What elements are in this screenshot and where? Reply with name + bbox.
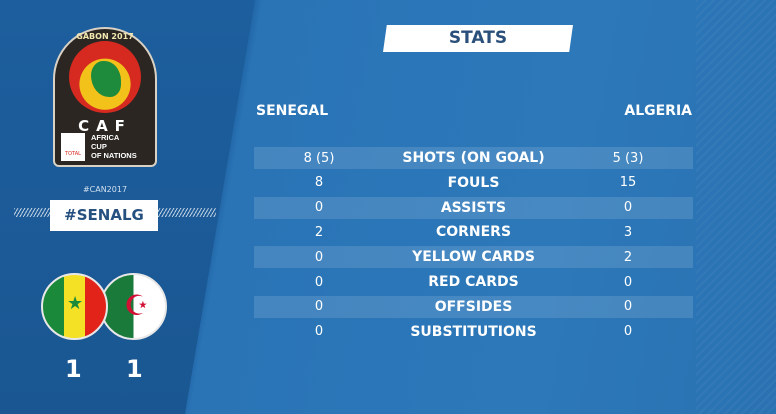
home-value: 0: [314, 200, 324, 216]
stat-label: CORNERS: [435, 224, 512, 241]
sponsor-logo: TOTAL: [61, 133, 85, 161]
stat-row: 0 OFFSIDES 0: [254, 295, 693, 318]
africa-map-icon: [91, 61, 121, 97]
logo-lines: AFRICA CUP OF NATIONS: [91, 133, 137, 160]
away-value: 0: [623, 200, 633, 216]
away-value: 0: [623, 274, 633, 290]
stat-row: 0 RED CARDS 0: [254, 271, 693, 293]
home-team-name: SENEGAL: [256, 103, 329, 119]
away-value: 15: [619, 175, 637, 191]
away-value: 0: [623, 299, 633, 315]
star-icon: ★: [67, 293, 84, 314]
ball-emblem: [69, 41, 141, 113]
away-value: 3: [623, 224, 633, 240]
stat-row: 0 ASSISTS 0: [254, 196, 693, 219]
stat-label: SUBSTITUTIONS: [410, 323, 537, 340]
stat-row: 2 CORNERS 3: [254, 221, 693, 243]
stat-row: 8 (5) SHOTS (ON GOAL) 5 (3): [254, 147, 693, 169]
can-2017-logo: GABON 2017 CAF TOTAL AFRICA CUP OF NATIO…: [53, 27, 157, 167]
logo-brand: CAF: [78, 117, 132, 135]
stat-label: ASSISTS: [440, 199, 507, 216]
logo-line: AFRICA: [91, 133, 120, 142]
home-value: 8: [314, 175, 324, 191]
home-value: 0: [314, 299, 324, 315]
algeria-flag: ☪: [100, 273, 167, 340]
home-value: 0: [314, 274, 324, 290]
home-value: 8 (5): [303, 150, 335, 166]
away-team-name: ALGERIA: [624, 103, 692, 119]
decorative-pattern: [696, 0, 776, 414]
stat-label: OFFSIDES: [434, 298, 513, 315]
stat-row: 0 SUBSTITUTIONS 0: [254, 321, 693, 343]
stat-label: RED CARDS: [428, 274, 519, 290]
hashtag-main: #SENALG: [50, 200, 158, 231]
crescent-star-icon: ☪: [124, 289, 150, 322]
stat-label: FOULS: [447, 174, 500, 191]
logo-top-text: GABON 2017: [76, 32, 134, 41]
hashtag-small: #CAN2017: [82, 185, 128, 194]
home-value: 2: [314, 224, 324, 240]
stat-row: 0 YELLOW CARDS 2: [254, 246, 693, 269]
stats-title: STATS: [383, 25, 573, 52]
logo-line: CUP: [91, 142, 107, 151]
senegal-flag: ★: [41, 273, 108, 340]
away-value: 2: [623, 249, 633, 265]
stat-label: SHOTS (ON GOAL): [402, 150, 545, 166]
away-score: 1: [126, 355, 143, 383]
stat-row: 8 FOULS 15: [254, 172, 693, 194]
away-value: 5 (3): [612, 150, 644, 166]
home-score: 1: [65, 355, 82, 383]
home-value: 0: [314, 249, 324, 265]
stat-label: YELLOW CARDS: [412, 249, 535, 266]
away-value: 0: [623, 324, 633, 340]
logo-line: OF NATIONS: [91, 151, 137, 160]
home-value: 0: [314, 324, 324, 340]
